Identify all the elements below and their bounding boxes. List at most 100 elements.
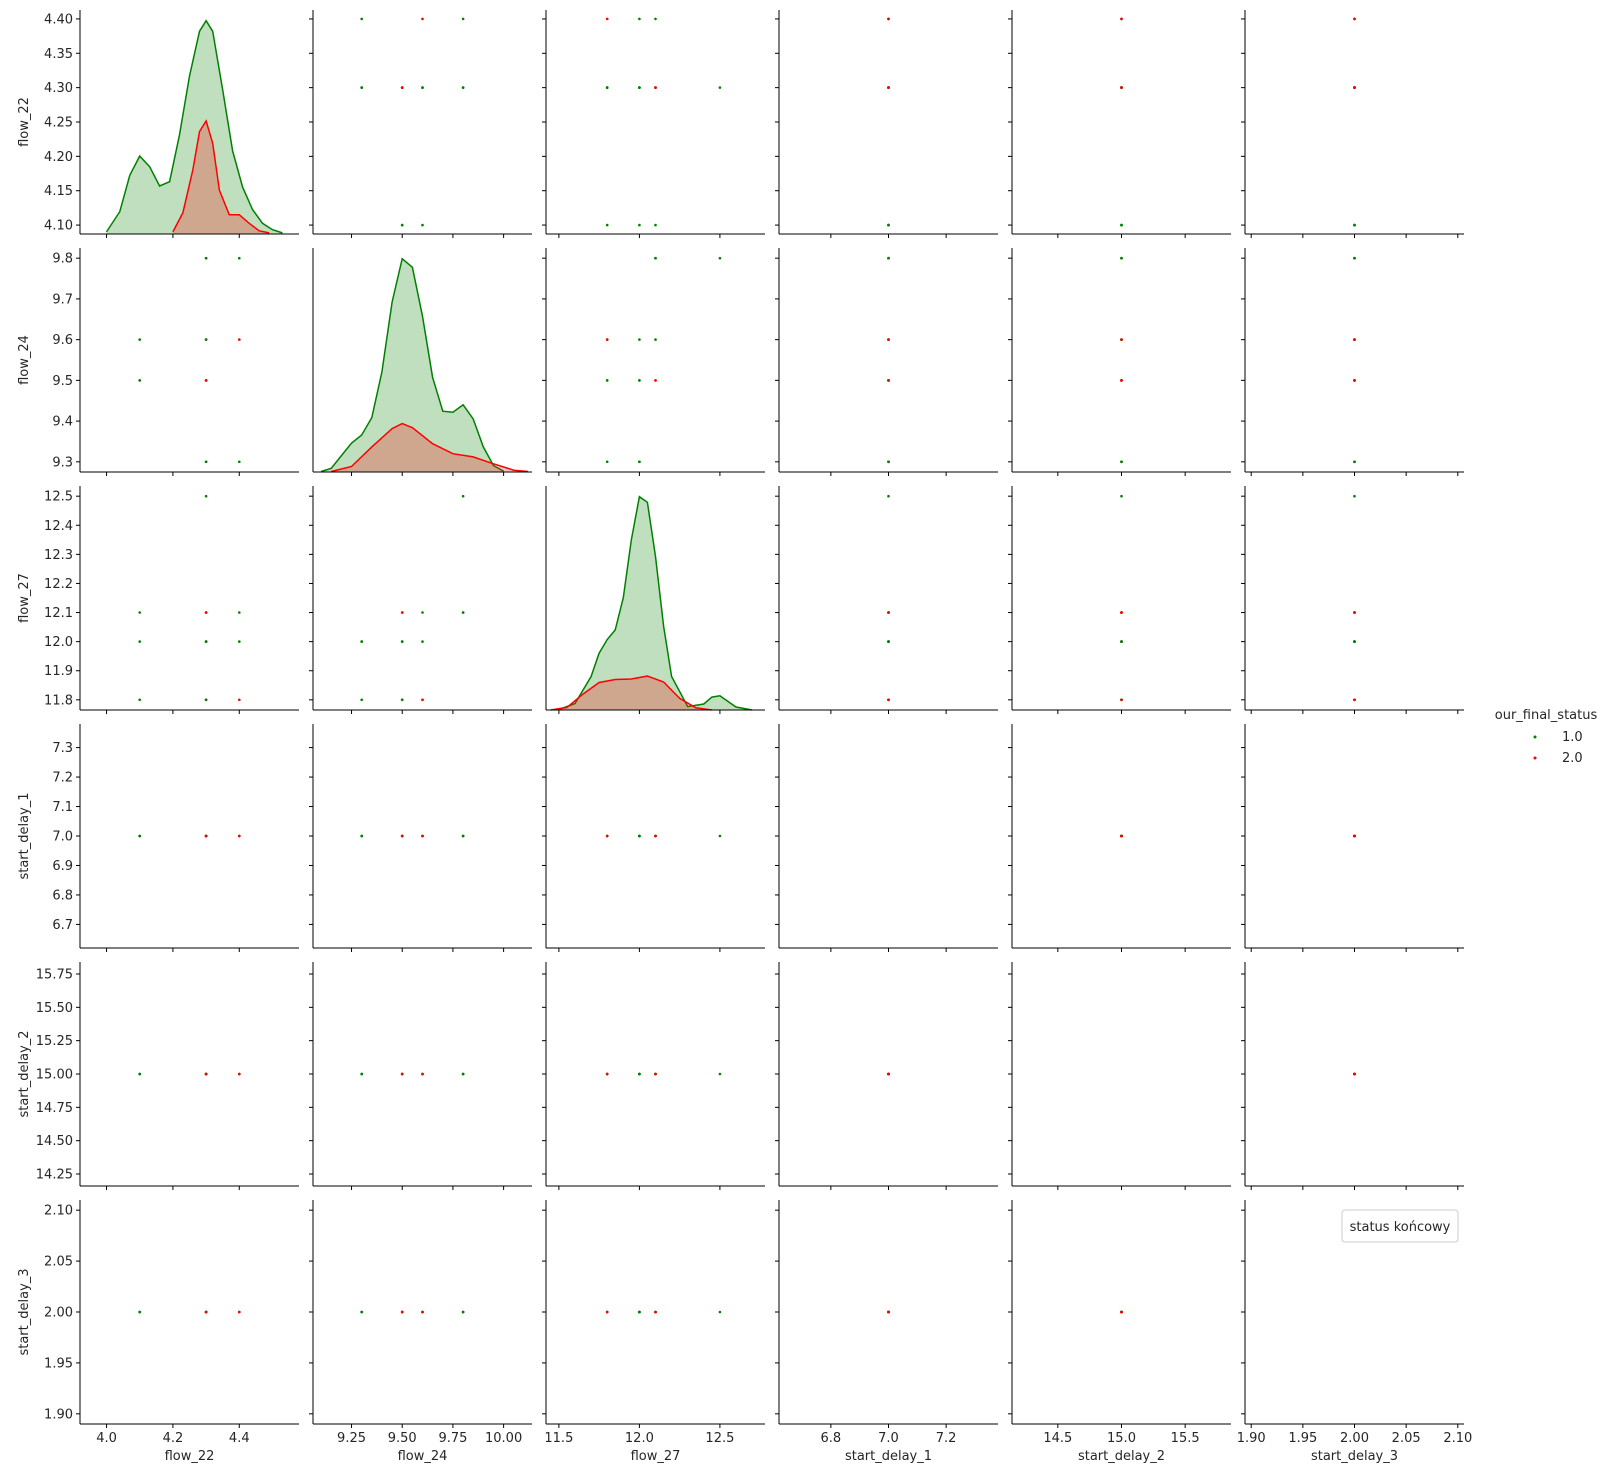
scatter-point-1.0-3 — [138, 640, 141, 643]
scatter-point-1.0-11 — [1353, 223, 1356, 227]
scatter-point-1.0-1 — [238, 256, 241, 260]
x-tick-label: 11.5 — [544, 1431, 573, 1446]
scatter-point-2.0-0 — [605, 1072, 609, 1076]
y-axis-label: flow_22 — [17, 97, 32, 147]
panel-flow_22-vs-start_delay_2 — [1008, 10, 1231, 238]
kde-area-1.0 — [106, 20, 283, 235]
scatter-point-2.0-2 — [1353, 611, 1356, 614]
y-tick-label: 9.5 — [52, 374, 73, 389]
scatter-point-2.0-2 — [1353, 834, 1356, 838]
legend-label-1.0: 1.0 — [1562, 730, 1583, 745]
scatter-point-2.0-2 — [400, 611, 404, 614]
panel-flow_27-vs-start_delay_1 — [775, 486, 998, 714]
panel-start_delay_3-vs-flow_24: 9.25 9.50 9.75 10.00 flow_24 — [309, 1200, 532, 1464]
scatter-point-1.0-6 — [1120, 494, 1123, 498]
scatter-point-1.0-7 — [204, 460, 208, 464]
scatter-point-2.0-0 — [1120, 17, 1123, 21]
scatter-point-2.0-2 — [654, 86, 657, 89]
scatter-point-2.0-2 — [887, 379, 890, 382]
x-tick-label: 9.50 — [388, 1431, 417, 1446]
scatter-point-2.0-2 — [1353, 379, 1356, 382]
y-tick-label: 6.7 — [52, 918, 73, 933]
scatter-point-2.0-2 — [204, 1310, 208, 1314]
kde-line-1.0 — [105, 19, 283, 234]
x-tick-label: 4.2 — [163, 1431, 184, 1446]
x-tick-label: 4.0 — [96, 1431, 117, 1446]
scatter-point-1.0-11 — [605, 223, 609, 227]
x-tick-label: 12.0 — [625, 1431, 654, 1446]
kde-line-1.0 — [320, 257, 504, 473]
scatter-point-1.0-11 — [887, 223, 890, 227]
x-tick-label: 2.10 — [1443, 1431, 1472, 1446]
panel-start_delay_2-vs-flow_27 — [542, 962, 765, 1190]
scatter-point-1.0-8 — [238, 460, 241, 464]
scatter-point-1.0-9 — [638, 86, 641, 89]
panel-flow_27-vs-flow_22: 11.8 11.9 12.0 12.1 12.2 12.3 12.4 12.5 flow_27 — [17, 486, 299, 714]
scatter-point-2.0-2 — [400, 1072, 404, 1076]
legend-label-2.0: 2.0 — [1562, 751, 1583, 766]
scatter-point-2.0-2 — [654, 379, 657, 382]
y-tick-label: 2.05 — [44, 1255, 73, 1270]
panel-start_delay_1-vs-flow_24 — [309, 724, 532, 952]
scatter-point-1.0-10 — [204, 698, 208, 702]
scatter-point-1.0-9 — [204, 640, 208, 643]
y-tick-label: 12.1 — [44, 606, 73, 621]
x-tick-label: 14.5 — [1043, 1431, 1072, 1446]
panel-start_delay_2-vs-flow_22: 14.25 14.50 14.75 15.00 15.25 15.50 15.75 start… — [17, 962, 299, 1190]
y-axis-label: start_delay_2 — [17, 1030, 32, 1117]
y-tick-label: 12.0 — [44, 635, 73, 650]
scatter-point-1.0-9 — [638, 834, 641, 838]
scatter-point-1.0-10 — [204, 338, 208, 341]
scatter-point-1.0-9 — [638, 338, 641, 341]
scatter-point-2.0-2 — [204, 1072, 208, 1076]
y-tick-label: 15.00 — [36, 1068, 73, 1083]
scatter-point-1.0-7 — [360, 698, 364, 702]
scatter-point-1.0-9 — [638, 1072, 641, 1076]
y-tick-label: 2.00 — [44, 1306, 73, 1321]
scatter-point-2.0-2 — [887, 611, 890, 614]
kde-area-2.0 — [550, 676, 712, 710]
scatter-point-2.0-0 — [1353, 698, 1356, 702]
y-tick-label: 14.50 — [36, 1134, 73, 1149]
scatter-point-1.0-8 — [1120, 460, 1123, 464]
panel-start_delay_2-vs-start_delay_2 — [1008, 962, 1231, 1190]
x-tick-label: 2.00 — [1340, 1431, 1369, 1446]
y-tick-label: 12.3 — [44, 548, 73, 563]
scatter-point-1.0-11 — [1120, 223, 1123, 227]
scatter-point-1.0-4 — [654, 338, 657, 341]
y-tick-label: 6.8 — [52, 888, 73, 903]
scatter-point-1.0-1 — [461, 17, 465, 21]
scatter-point-1.0-1 — [238, 611, 241, 614]
panel-start_delay_3-vs-flow_27: 11.5 12.0 12.5 flow_27 — [542, 1200, 765, 1464]
y-tick-label: 4.35 — [44, 47, 73, 62]
scatter-point-1.0-12 — [461, 1072, 465, 1076]
panel-flow_22-vs-flow_22: 4.10 4.15 4.20 4.25 4.30 4.35 4.40 flow_22 — [17, 10, 299, 238]
y-tick-label: 15.25 — [36, 1034, 73, 1049]
scatter-point-2.0-0 — [238, 834, 241, 838]
x-tick-label: 15.5 — [1171, 1431, 1200, 1446]
scatter-point-1.0-11 — [138, 1072, 141, 1076]
kde-area-1.0 — [321, 258, 504, 472]
scatter-point-2.0-2 — [1120, 379, 1123, 382]
panel-flow_24-vs-start_delay_3 — [1241, 248, 1464, 476]
scatter-point-1.0-1 — [654, 17, 657, 21]
x-axis-label: start_delay_2 — [1078, 1449, 1165, 1464]
scatter-point-2.0-2 — [1353, 86, 1356, 89]
scatter-point-2.0-0 — [887, 338, 890, 341]
scatter-point-1.0-12 — [461, 834, 465, 838]
x-tick-label: 9.25 — [337, 1431, 366, 1446]
scatter-point-2.0-2 — [1120, 86, 1123, 89]
scatter-point-2.0-2 — [400, 834, 404, 838]
panel-start_delay_3-vs-flow_22: 4.0 4.2 4.4 1.90 1.95 2.00 2.05 2.10 flow_22 star… — [17, 1200, 299, 1464]
y-tick-label: 14.25 — [36, 1168, 73, 1183]
panel-flow_24-vs-flow_27 — [542, 248, 765, 476]
y-tick-label: 15.75 — [36, 968, 73, 983]
x-tick-label: 7.0 — [878, 1431, 899, 1446]
scatter-point-1.0-8 — [360, 1072, 364, 1076]
scatter-point-1.0-9 — [1353, 640, 1356, 643]
scatter-point-1.0-8 — [638, 17, 641, 21]
panel-flow_24-vs-start_delay_1 — [775, 248, 998, 476]
y-tick-label: 12.4 — [44, 519, 73, 534]
legend: our_final_status 1.0 2.0 — [1495, 708, 1598, 766]
panel-flow_27-vs-start_delay_3 — [1241, 486, 1464, 714]
